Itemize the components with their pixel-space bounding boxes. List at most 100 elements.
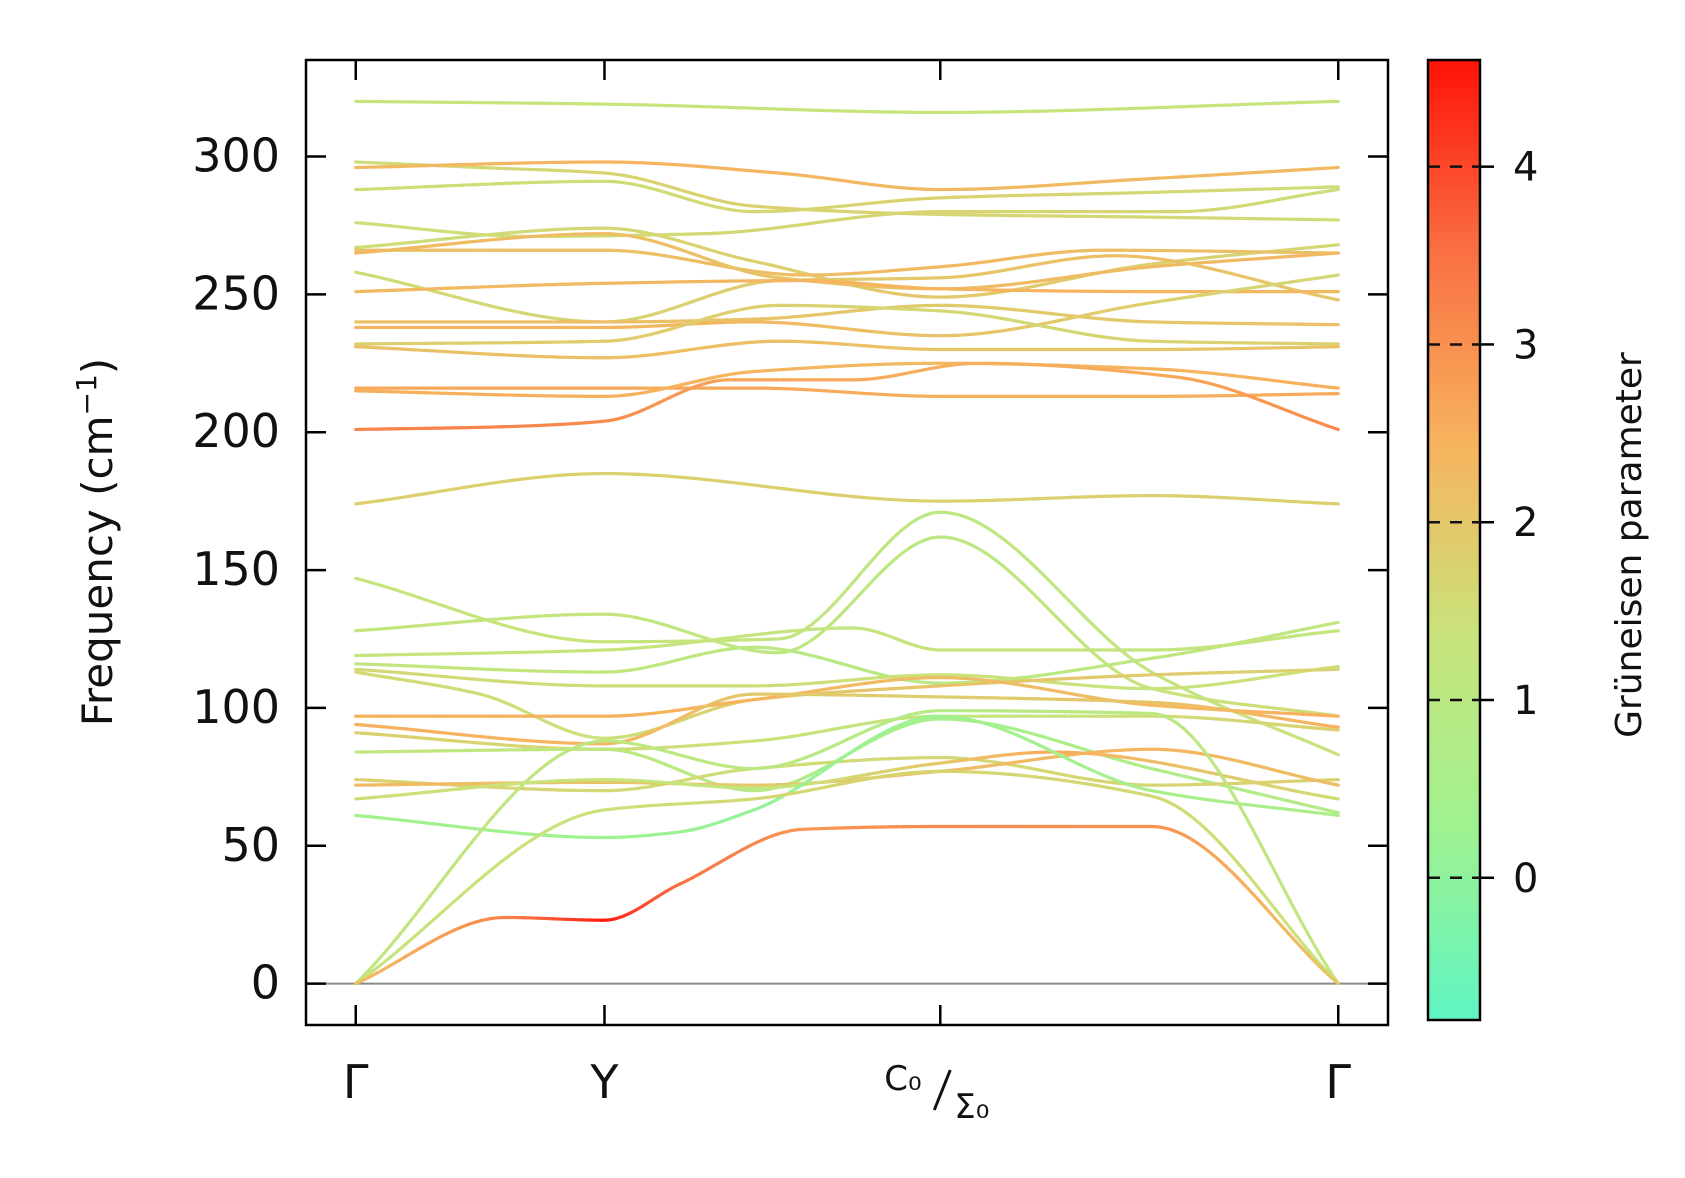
colorbar-tick-label: 3 (1513, 322, 1538, 368)
band-segment (1252, 830, 1263, 847)
phonon-band (354, 750, 1340, 801)
band-segment (1329, 664, 1340, 670)
band-segment (1273, 916, 1284, 928)
band-segment (1259, 901, 1270, 913)
band-segment (417, 899, 428, 912)
band-segment (1329, 750, 1340, 757)
band-segment (1329, 812, 1340, 818)
band-segment (1069, 630, 1081, 641)
band-segment (1301, 947, 1312, 959)
band-segment (1182, 727, 1193, 738)
band-segment (424, 890, 435, 903)
band-segment (459, 845, 470, 858)
band-segment (1224, 864, 1235, 875)
phonon-band (354, 160, 1340, 192)
phonon-band (354, 303, 1340, 327)
x-tick-label: Γ (343, 1055, 369, 1109)
band-segment (1329, 629, 1340, 634)
band-segment (1322, 960, 1333, 975)
y-tick-label: 100 (192, 680, 280, 734)
band-segment (445, 863, 456, 876)
band-segment (1245, 885, 1256, 897)
y-axis-label-text: Frequency (cm (73, 415, 122, 726)
band-segment (1076, 637, 1088, 648)
colorbar-tick-label: 4 (1513, 145, 1538, 191)
x-tick-label-secondary: Σ₀ (954, 1087, 989, 1127)
band-segment (1280, 924, 1291, 936)
band-segment (1259, 889, 1270, 902)
band-segment (1273, 870, 1284, 888)
band-segment (1315, 962, 1326, 973)
phonon-band (354, 386, 1340, 398)
band-segment (473, 828, 484, 840)
band-segment (396, 926, 407, 939)
x-tick-label-slash (932, 1069, 952, 1111)
band-segment (1329, 796, 1340, 801)
colorbar-gradient (1426, 58, 1482, 1022)
plot-border (304, 58, 1390, 1027)
band-segment (1329, 620, 1340, 626)
band-segment (1055, 587, 1067, 598)
colorbar-label: Grüneisen parameter (1609, 352, 1650, 738)
band-segment (1210, 833, 1221, 844)
band-segment (1329, 724, 1340, 729)
band-segment (494, 803, 505, 815)
band-segment (1069, 601, 1081, 613)
band-segment (466, 836, 477, 849)
phonon-band (354, 535, 1340, 718)
band-segment (1308, 936, 1319, 952)
band-segment (1294, 940, 1305, 952)
band-segment (1294, 933, 1305, 946)
band-segment (1238, 878, 1249, 890)
band-segment (1301, 942, 1312, 955)
band-segment (1231, 792, 1242, 809)
band-segment (1245, 817, 1256, 834)
band-segment (1231, 871, 1242, 882)
band-segment (866, 555, 877, 567)
band-segment (1034, 566, 1046, 577)
band-segment (452, 854, 463, 867)
colorbar-tick-label: 1 (1513, 678, 1538, 724)
band-segment (1287, 932, 1298, 944)
phonon-band (354, 303, 1340, 346)
y-axis-label-close: ) (73, 358, 122, 374)
phonon-band (354, 692, 1340, 746)
band-segment (845, 579, 856, 591)
band-segment (831, 595, 842, 607)
band-segment (1273, 907, 1284, 920)
phonon-band (354, 339, 1340, 360)
band-segment (1301, 923, 1312, 940)
x-tick-label: C₀ (884, 1059, 921, 1099)
band-segment (880, 562, 891, 573)
band-segment (403, 917, 414, 930)
phonon-band (354, 471, 1340, 506)
phonon-band (354, 714, 1340, 840)
phonon-band (354, 361, 1340, 432)
phonon-band (354, 824, 1340, 986)
colorbar-tick-label: 0 (1513, 856, 1538, 902)
band-segment (1027, 559, 1039, 570)
band-segment (1329, 385, 1340, 390)
band-segment (1329, 251, 1340, 256)
band-segment (859, 563, 870, 575)
y-tick-label: 250 (192, 266, 280, 320)
band-segment (1217, 840, 1228, 852)
band-segment (1217, 770, 1228, 785)
band-segment (1055, 616, 1067, 627)
band-segment (866, 576, 877, 588)
colorbar-tick-label: 2 (1513, 500, 1538, 546)
band-segment (1315, 959, 1326, 971)
band-segment (1280, 883, 1291, 901)
band-segment (1245, 872, 1256, 885)
band-segment (1076, 608, 1088, 620)
phonon-band (354, 714, 1340, 751)
band-segment (1266, 856, 1277, 874)
band-segment (1329, 809, 1340, 815)
band-segment (375, 951, 386, 964)
band-segment (873, 547, 884, 559)
y-axis-label-superscript: −1 (70, 374, 103, 415)
band-segment (1203, 826, 1214, 837)
band-segment (1329, 782, 1340, 787)
x-axis: Γ Y C₀ Σ₀ Γ (343, 60, 1351, 1127)
phonon-band (354, 620, 1340, 685)
